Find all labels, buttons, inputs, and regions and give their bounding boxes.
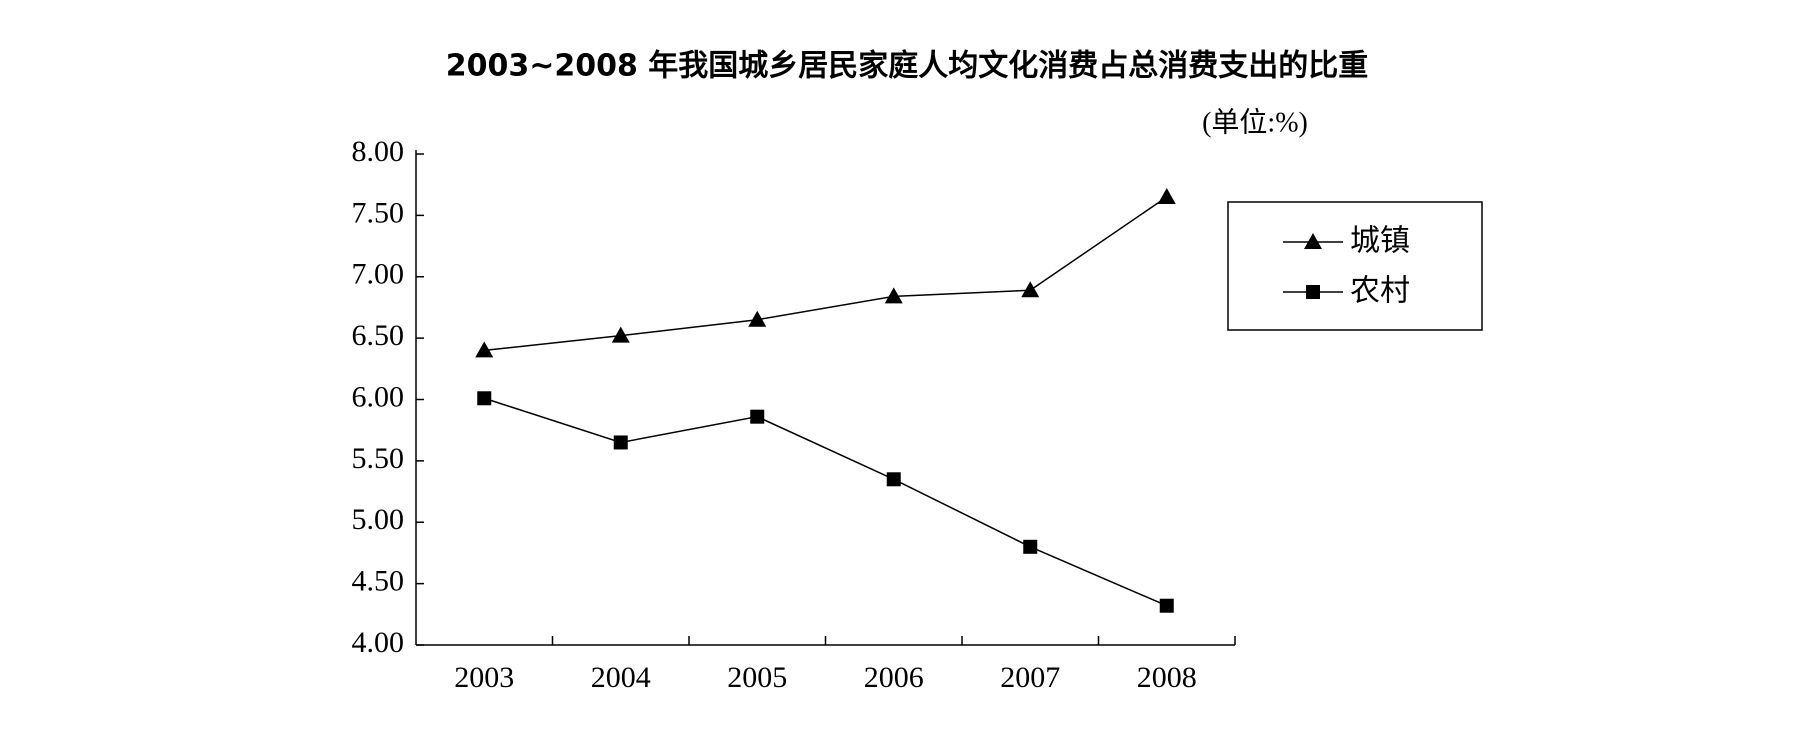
marker [1306,285,1320,299]
x-tick-label: 2005 [727,661,787,694]
legend-label: 农村 [1350,274,1410,309]
legend-label: 城镇 [1350,224,1410,259]
marker [475,341,494,358]
marker [884,287,903,304]
y-tick-label: 4.50 [352,565,405,598]
marker [1157,187,1176,204]
x-tick-label: 2004 [591,661,651,694]
marker [886,472,901,487]
chart-subtitle: (单位:%) [1202,106,1308,138]
y-tick-label: 5.50 [352,442,405,475]
y-tick-label: 6.00 [352,380,405,413]
legend-box [1227,201,1483,331]
x-tick-label: 2007 [1000,661,1060,694]
chart-title: 2003~2008 年我国城乡居民家庭人均文化消费占总消费支出的比重 [446,49,1369,84]
marker [611,326,630,343]
y-tick-label: 7.00 [352,258,405,291]
marker [1023,539,1038,554]
y-tick-label: 4.00 [352,626,405,659]
x-tick-label: 2006 [864,661,924,694]
marker [748,310,767,327]
series-line [484,196,1168,352]
y-tick-label: 7.50 [352,196,405,229]
marker [1304,233,1322,249]
x-tick-label: 2008 [1137,661,1197,694]
marker [1021,281,1040,298]
marker [750,409,765,424]
marker [1159,598,1174,613]
y-tick-label: 8.00 [352,135,405,168]
marker [477,391,492,406]
marker [613,435,628,450]
x-tick-label: 2003 [454,661,514,694]
y-tick-label: 6.50 [352,319,405,352]
series-line [484,397,1168,607]
y-tick-label: 5.00 [352,503,405,536]
